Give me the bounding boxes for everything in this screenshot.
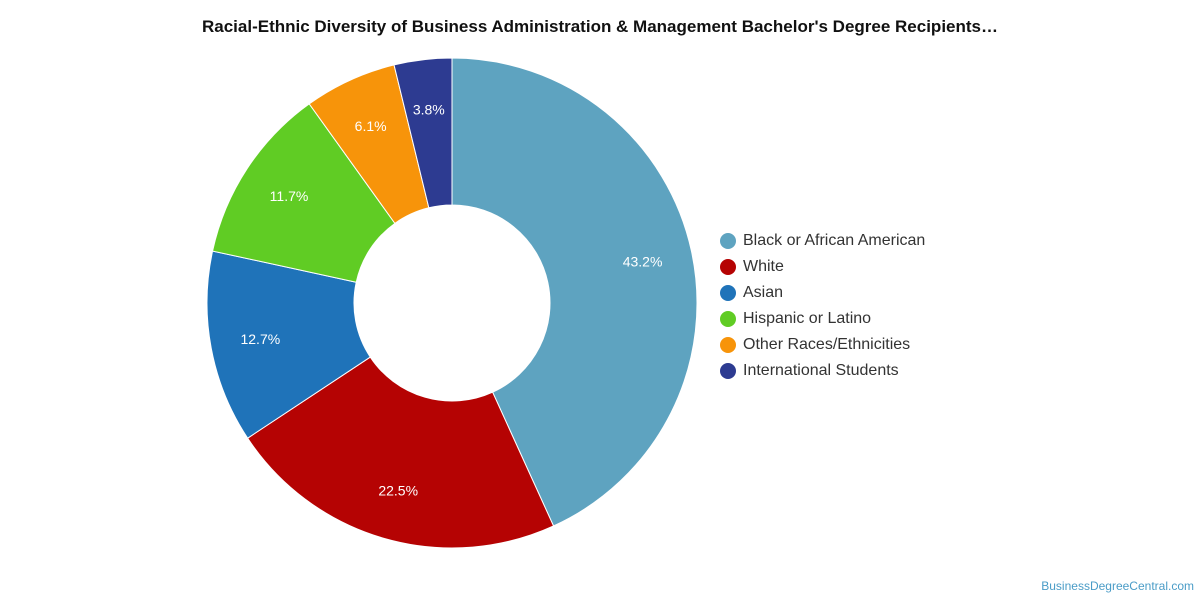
legend-swatch xyxy=(720,259,736,275)
slice-value-label: 6.1% xyxy=(355,118,387,134)
legend-label: White xyxy=(743,258,784,275)
legend-item[interactable]: International Students xyxy=(720,358,925,384)
slice-value-label: 3.8% xyxy=(413,101,445,117)
slice-value-label: 22.5% xyxy=(378,482,418,498)
chart-title: Racial-Ethnic Diversity of Business Admi… xyxy=(201,17,998,36)
chart-legend: Black or African American White Asian Hispa… xyxy=(720,228,925,384)
donut-slice-3[interactable] xyxy=(206,250,371,439)
legend-item[interactable]: Other Races/Ethnicities xyxy=(720,332,925,358)
donut-slice-1[interactable] xyxy=(451,57,698,527)
legend-label: Hispanic or Latino xyxy=(743,310,872,327)
legend-swatch xyxy=(720,363,736,379)
legend-item[interactable]: Hispanic or Latino xyxy=(720,306,925,332)
legend-swatch xyxy=(720,233,736,249)
slice-value-label: 12.7% xyxy=(240,331,280,347)
watermark-link[interactable]: BusinessDegreeCentral.com xyxy=(1041,579,1194,593)
legend-swatch xyxy=(720,311,736,327)
slice-value-label: 43.2% xyxy=(623,254,663,270)
legend-item[interactable]: White xyxy=(720,254,925,280)
donut-slice-6[interactable] xyxy=(393,57,453,209)
legend-item[interactable]: Black or African American xyxy=(720,228,925,254)
slice-value-label: 11.7% xyxy=(270,188,309,204)
legend-label: Asian xyxy=(743,284,784,301)
donut-slice-2[interactable] xyxy=(246,356,555,549)
legend-item[interactable]: Asian xyxy=(720,280,925,306)
legend-swatch xyxy=(720,285,736,301)
legend-label: Black or African American xyxy=(743,232,926,249)
legend-label: International Students xyxy=(743,362,899,379)
legend-label: Other Races/Ethnicities xyxy=(743,336,911,353)
donut-slice-4[interactable] xyxy=(211,103,396,283)
legend-swatch xyxy=(720,337,736,353)
